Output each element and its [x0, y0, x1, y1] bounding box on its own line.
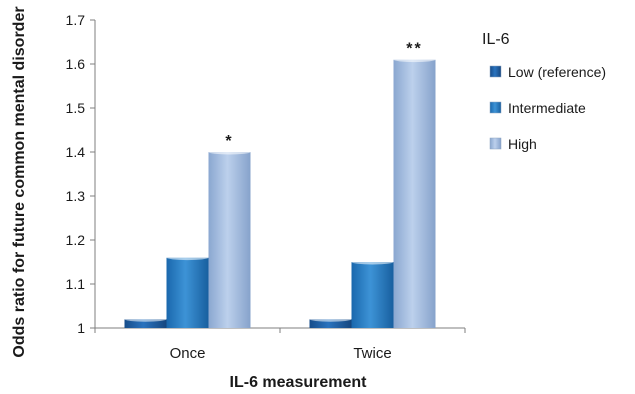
significance-marker: **: [406, 41, 422, 58]
legend-label: Intermediate: [508, 100, 586, 116]
legend-label: High: [508, 136, 537, 152]
bar-highlight: [351, 259, 394, 265]
legend-label: Low (reference): [508, 64, 606, 80]
x-axis: Once Twice: [94, 327, 466, 362]
y-axis: 1 1.1 1.2 1.3 1.4 1.5 1.6 1.7: [66, 12, 96, 336]
bar-highlight: [124, 316, 167, 322]
bar-highlight: [393, 57, 436, 63]
y-tick-label: 1.1: [66, 276, 86, 292]
bar-twice-0: [309, 319, 352, 328]
bar-twice-2: [393, 59, 436, 328]
y-tick-label: 1.7: [66, 12, 86, 28]
bar-once-1: [166, 257, 209, 328]
bar-once-0: [124, 319, 167, 328]
y-tick-label: 1.3: [66, 188, 86, 204]
bar-highlight: [166, 255, 209, 261]
significance-marker: *: [225, 133, 233, 150]
x-tick-label: Twice: [353, 345, 391, 362]
legend-swatch: [489, 101, 502, 114]
y-tick-label: 1.5: [66, 100, 86, 116]
legend-title: IL-6: [482, 31, 510, 48]
legend-swatch: [489, 137, 502, 150]
x-tick-label: Once: [170, 345, 206, 362]
y-tick-label: 1: [77, 320, 85, 336]
bar-highlight: [309, 316, 352, 322]
bar-once-2: [208, 152, 251, 328]
y-axis-label: Odds ratio for future common mental diso…: [11, 6, 28, 357]
legend: IL-6 Low (reference) Intermediate High: [482, 31, 606, 152]
bars: [124, 57, 436, 328]
bar-highlight: [208, 149, 251, 155]
x-axis-label: IL-6 measurement: [230, 374, 368, 391]
bar-twice-1: [351, 262, 394, 328]
y-tick-label: 1.2: [66, 232, 86, 248]
legend-swatch: [489, 65, 502, 78]
y-tick-label: 1.4: [66, 144, 86, 160]
significance-markers: ***: [225, 41, 422, 150]
y-tick-label: 1.6: [66, 56, 86, 72]
